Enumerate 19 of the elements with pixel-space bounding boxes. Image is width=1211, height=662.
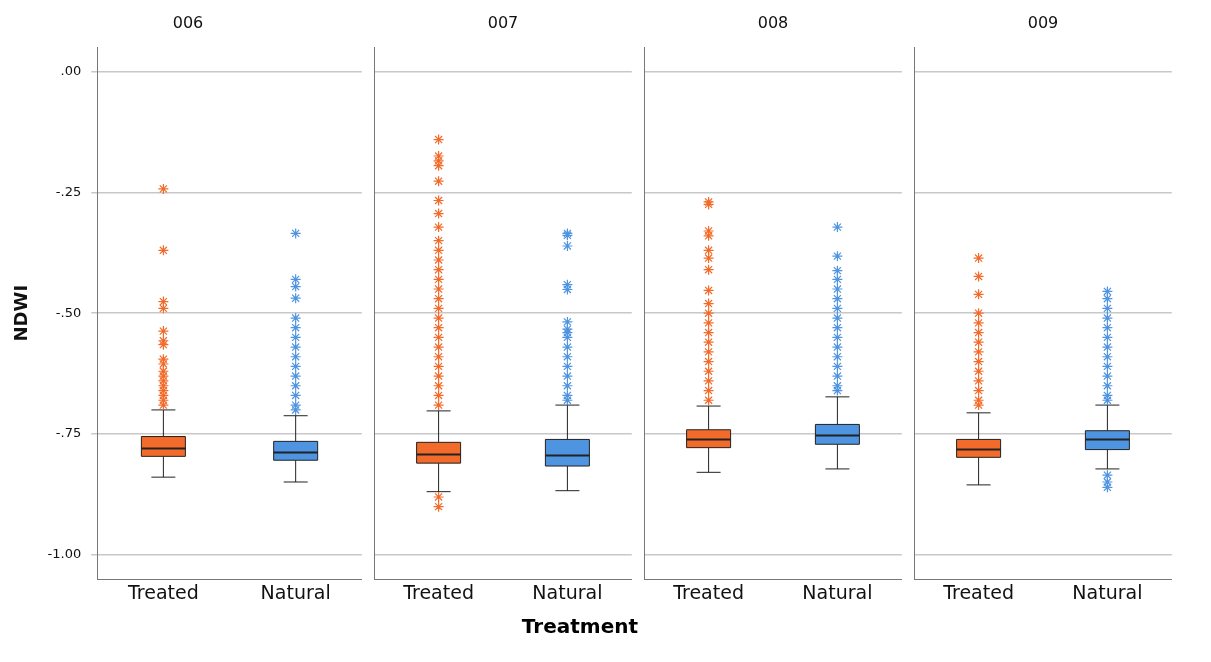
- chart-title: 008: [757, 12, 789, 32]
- x-tick-label: Treated: [942, 580, 1014, 603]
- x-tick-label: Treated: [402, 580, 474, 603]
- y-axis-title: NDWI: [10, 284, 32, 342]
- chart-title: 007: [487, 12, 519, 32]
- x-tick-label: Treated: [127, 580, 199, 603]
- x-axis-title: Treatment: [521, 614, 638, 638]
- x-tick-label: Natural: [532, 580, 603, 603]
- chart-title: 009: [1027, 12, 1059, 32]
- y-tick-label: -.75: [55, 425, 82, 441]
- x-tick-label: Natural: [1072, 580, 1143, 603]
- x-tick-label: Natural: [260, 580, 331, 603]
- y-tick-label: .00: [60, 62, 82, 78]
- x-tick-label: Treated: [672, 580, 744, 603]
- y-tick-label: -1.00: [47, 546, 82, 562]
- chart-title: 006: [172, 12, 204, 32]
- x-tick-label: Natural: [802, 580, 873, 603]
- y-tick-label: -.25: [55, 183, 82, 199]
- y-tick-label: -.50: [55, 304, 82, 320]
